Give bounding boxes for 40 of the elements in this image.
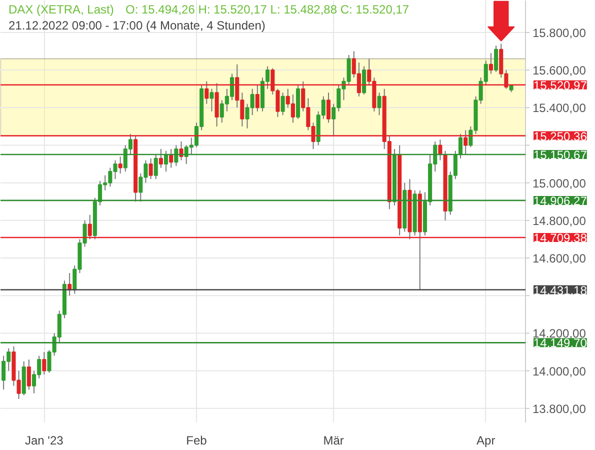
y-tick-label: 15.400,00 xyxy=(532,101,586,116)
ref-line-label: 15.520,97 xyxy=(534,78,588,92)
candlestick xyxy=(377,92,382,116)
candlestick xyxy=(362,66,366,95)
candlestick xyxy=(118,156,122,174)
candlestick xyxy=(179,140,184,161)
chart-title: DAX (XETRA, Last) xyxy=(8,2,114,16)
x-tick-label: Mär xyxy=(323,434,344,448)
candlestick xyxy=(438,139,442,161)
y-tick-label: 14.800,00 xyxy=(532,214,586,228)
ref-line-label: 14.709,38 xyxy=(534,230,588,245)
candlestick xyxy=(42,352,46,376)
x-tick-label: Apr xyxy=(476,434,496,448)
candlestick xyxy=(174,144,178,166)
text: 21.12.2022 09:00 - 17:00 (4 Monate, 4 Stunden) xyxy=(8,18,266,32)
ref-line-label: 14.906,27 xyxy=(534,194,588,208)
y-tick-label: 15.800,00 xyxy=(532,26,586,40)
y-tick-label: 14.600,00 xyxy=(532,252,586,266)
candlestick xyxy=(458,133,463,159)
ref-line-label: 14.431,18 xyxy=(534,283,588,298)
x-tick-label: Feb xyxy=(186,434,208,448)
candlestick xyxy=(158,148,163,168)
candlestick xyxy=(169,148,174,168)
candlestick xyxy=(326,92,331,124)
candlestick xyxy=(488,52,493,74)
x-tick-label: Jan '23 xyxy=(25,434,64,448)
ref-line-label: 15.150,67 xyxy=(534,148,588,162)
candlestick xyxy=(148,158,153,180)
y-tick-label: 15.000,00 xyxy=(532,176,586,190)
y-tick-label: 15.600,00 xyxy=(532,64,586,78)
candlestick xyxy=(164,150,168,172)
y-tick-label: 14.000,00 xyxy=(532,364,586,378)
ref-line-label: 15.250,36 xyxy=(534,129,588,144)
candlestick xyxy=(26,359,31,390)
candlestick xyxy=(494,45,498,72)
y-tick-label: 13.800,00 xyxy=(532,402,586,416)
annotation: O: 15.494,26 H: 15.520,17 L: 15.482,88 C: 15.520,17 xyxy=(126,2,410,16)
candlestick xyxy=(280,92,285,116)
candlestick xyxy=(154,154,158,180)
candlestick xyxy=(210,88,214,112)
